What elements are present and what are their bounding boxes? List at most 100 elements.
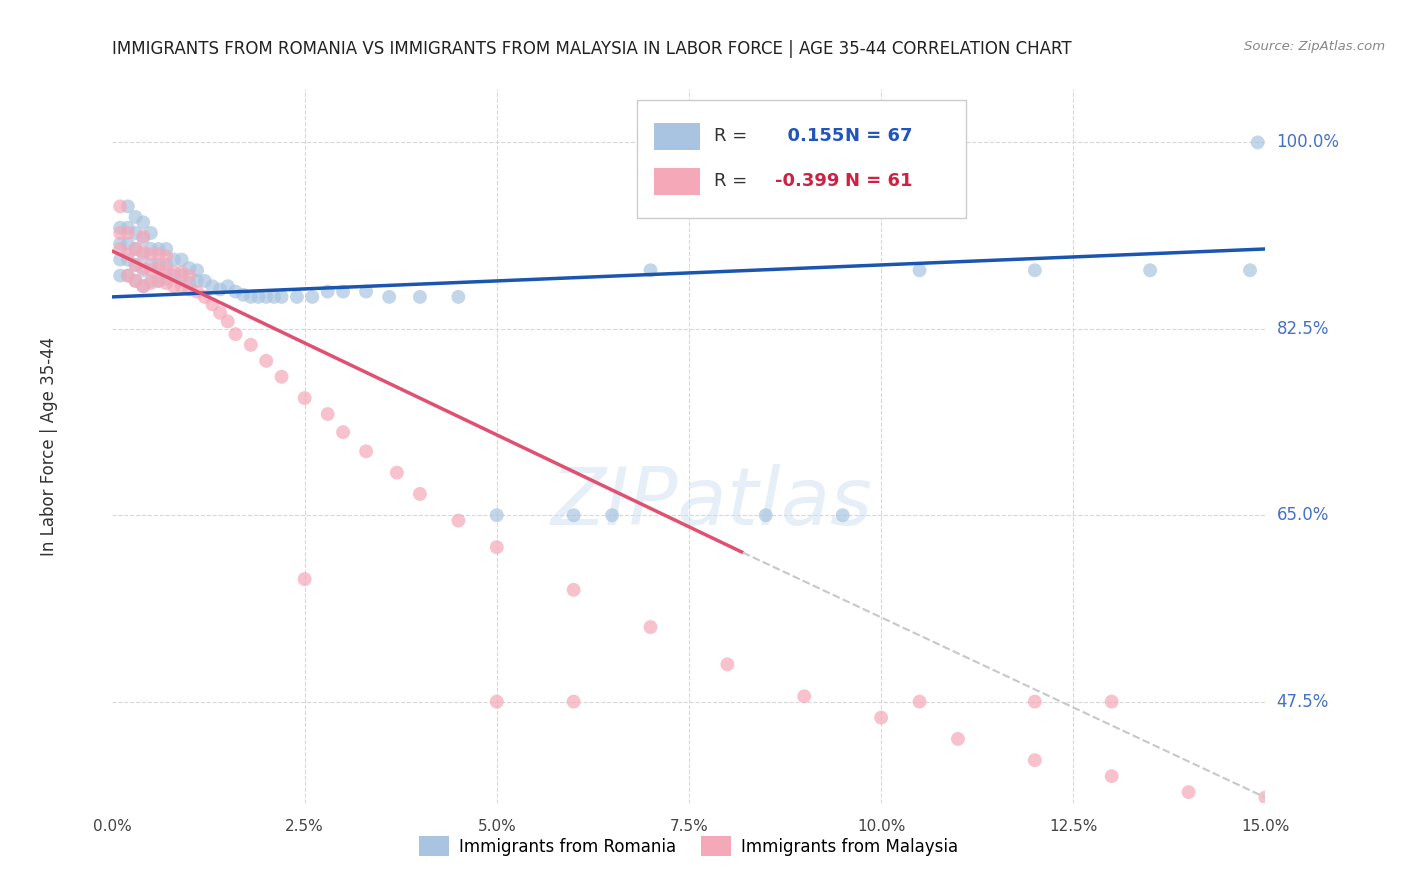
Point bbox=[117, 236, 139, 251]
Point bbox=[117, 199, 139, 213]
Point bbox=[163, 279, 186, 293]
Point bbox=[132, 261, 155, 276]
Point bbox=[163, 268, 186, 283]
Point bbox=[201, 279, 224, 293]
FancyBboxPatch shape bbox=[654, 168, 700, 194]
Point bbox=[155, 249, 177, 263]
Point bbox=[148, 274, 170, 288]
Text: N = 61: N = 61 bbox=[845, 172, 912, 190]
Point bbox=[139, 247, 162, 261]
Point bbox=[132, 245, 155, 260]
Point bbox=[108, 220, 131, 235]
Point bbox=[132, 279, 155, 293]
Point bbox=[124, 258, 146, 272]
Text: ZIPatlas: ZIPatlas bbox=[551, 464, 873, 542]
Point bbox=[117, 252, 139, 267]
Point bbox=[179, 261, 201, 276]
Point bbox=[194, 290, 217, 304]
Point bbox=[139, 274, 162, 288]
Point bbox=[870, 710, 893, 724]
Point bbox=[124, 274, 146, 288]
Text: Source: ZipAtlas.com: Source: ZipAtlas.com bbox=[1244, 40, 1385, 54]
Point bbox=[108, 236, 131, 251]
Point bbox=[186, 263, 208, 277]
Point bbox=[224, 327, 246, 342]
Point bbox=[1139, 263, 1161, 277]
Point bbox=[108, 226, 131, 240]
Point bbox=[716, 657, 738, 672]
Point bbox=[139, 276, 162, 290]
Point bbox=[132, 263, 155, 277]
Point bbox=[124, 258, 146, 272]
Point bbox=[201, 297, 224, 311]
Point bbox=[562, 508, 585, 523]
Point bbox=[163, 252, 186, 267]
Point bbox=[946, 731, 969, 746]
Point bbox=[385, 466, 408, 480]
Point bbox=[409, 487, 432, 501]
Point bbox=[640, 263, 662, 277]
Point bbox=[447, 514, 470, 528]
Point bbox=[108, 242, 131, 256]
Point bbox=[1247, 136, 1270, 150]
Text: IMMIGRANTS FROM ROMANIA VS IMMIGRANTS FROM MALAYSIA IN LABOR FORCE | AGE 35-44 C: IMMIGRANTS FROM ROMANIA VS IMMIGRANTS FR… bbox=[112, 40, 1073, 58]
Point bbox=[270, 290, 292, 304]
Point bbox=[447, 290, 470, 304]
Point bbox=[186, 285, 208, 299]
Point bbox=[793, 690, 815, 704]
Point bbox=[254, 353, 277, 368]
Point bbox=[217, 314, 239, 328]
Point bbox=[831, 508, 853, 523]
Point bbox=[294, 391, 316, 405]
Text: 100.0%: 100.0% bbox=[1277, 134, 1340, 152]
Point bbox=[1239, 263, 1261, 277]
Point bbox=[155, 272, 177, 286]
Point bbox=[1254, 790, 1277, 805]
Text: 65.0%: 65.0% bbox=[1277, 507, 1329, 524]
Point bbox=[194, 274, 217, 288]
Text: 82.5%: 82.5% bbox=[1277, 320, 1329, 338]
Point bbox=[270, 369, 292, 384]
Point bbox=[148, 258, 170, 272]
Text: 10.0%: 10.0% bbox=[856, 820, 905, 835]
Text: 15.0%: 15.0% bbox=[1241, 820, 1289, 835]
Point bbox=[332, 285, 354, 299]
Point bbox=[132, 215, 155, 229]
Point bbox=[1101, 695, 1123, 709]
Point bbox=[239, 290, 262, 304]
Point bbox=[148, 247, 170, 261]
Point bbox=[378, 290, 401, 304]
Point bbox=[354, 444, 377, 458]
Point bbox=[179, 282, 201, 296]
Point bbox=[239, 338, 262, 352]
Point bbox=[209, 306, 232, 320]
Point bbox=[908, 263, 931, 277]
Point bbox=[108, 252, 131, 267]
Point bbox=[1024, 263, 1046, 277]
Point bbox=[1101, 769, 1123, 783]
Text: 0.0%: 0.0% bbox=[93, 820, 132, 835]
Point bbox=[186, 274, 208, 288]
Point bbox=[485, 508, 508, 523]
Text: 7.5%: 7.5% bbox=[669, 820, 709, 835]
Point bbox=[316, 285, 339, 299]
Point bbox=[108, 268, 131, 283]
Point bbox=[301, 290, 323, 304]
Point bbox=[409, 290, 432, 304]
Point bbox=[148, 261, 170, 276]
Text: 47.5%: 47.5% bbox=[1277, 692, 1329, 711]
Point bbox=[354, 285, 377, 299]
Point bbox=[108, 199, 131, 213]
Legend: Immigrants from Romania, Immigrants from Malaysia: Immigrants from Romania, Immigrants from… bbox=[412, 830, 966, 863]
Point bbox=[1177, 785, 1199, 799]
Point bbox=[163, 265, 186, 279]
Text: 0.155: 0.155 bbox=[776, 128, 845, 145]
Point bbox=[170, 252, 193, 267]
Point bbox=[1024, 695, 1046, 709]
Point bbox=[640, 620, 662, 634]
Text: R =: R = bbox=[714, 172, 748, 190]
Text: -0.399: -0.399 bbox=[776, 172, 839, 190]
Point bbox=[908, 695, 931, 709]
Point bbox=[124, 242, 146, 256]
Point bbox=[170, 265, 193, 279]
